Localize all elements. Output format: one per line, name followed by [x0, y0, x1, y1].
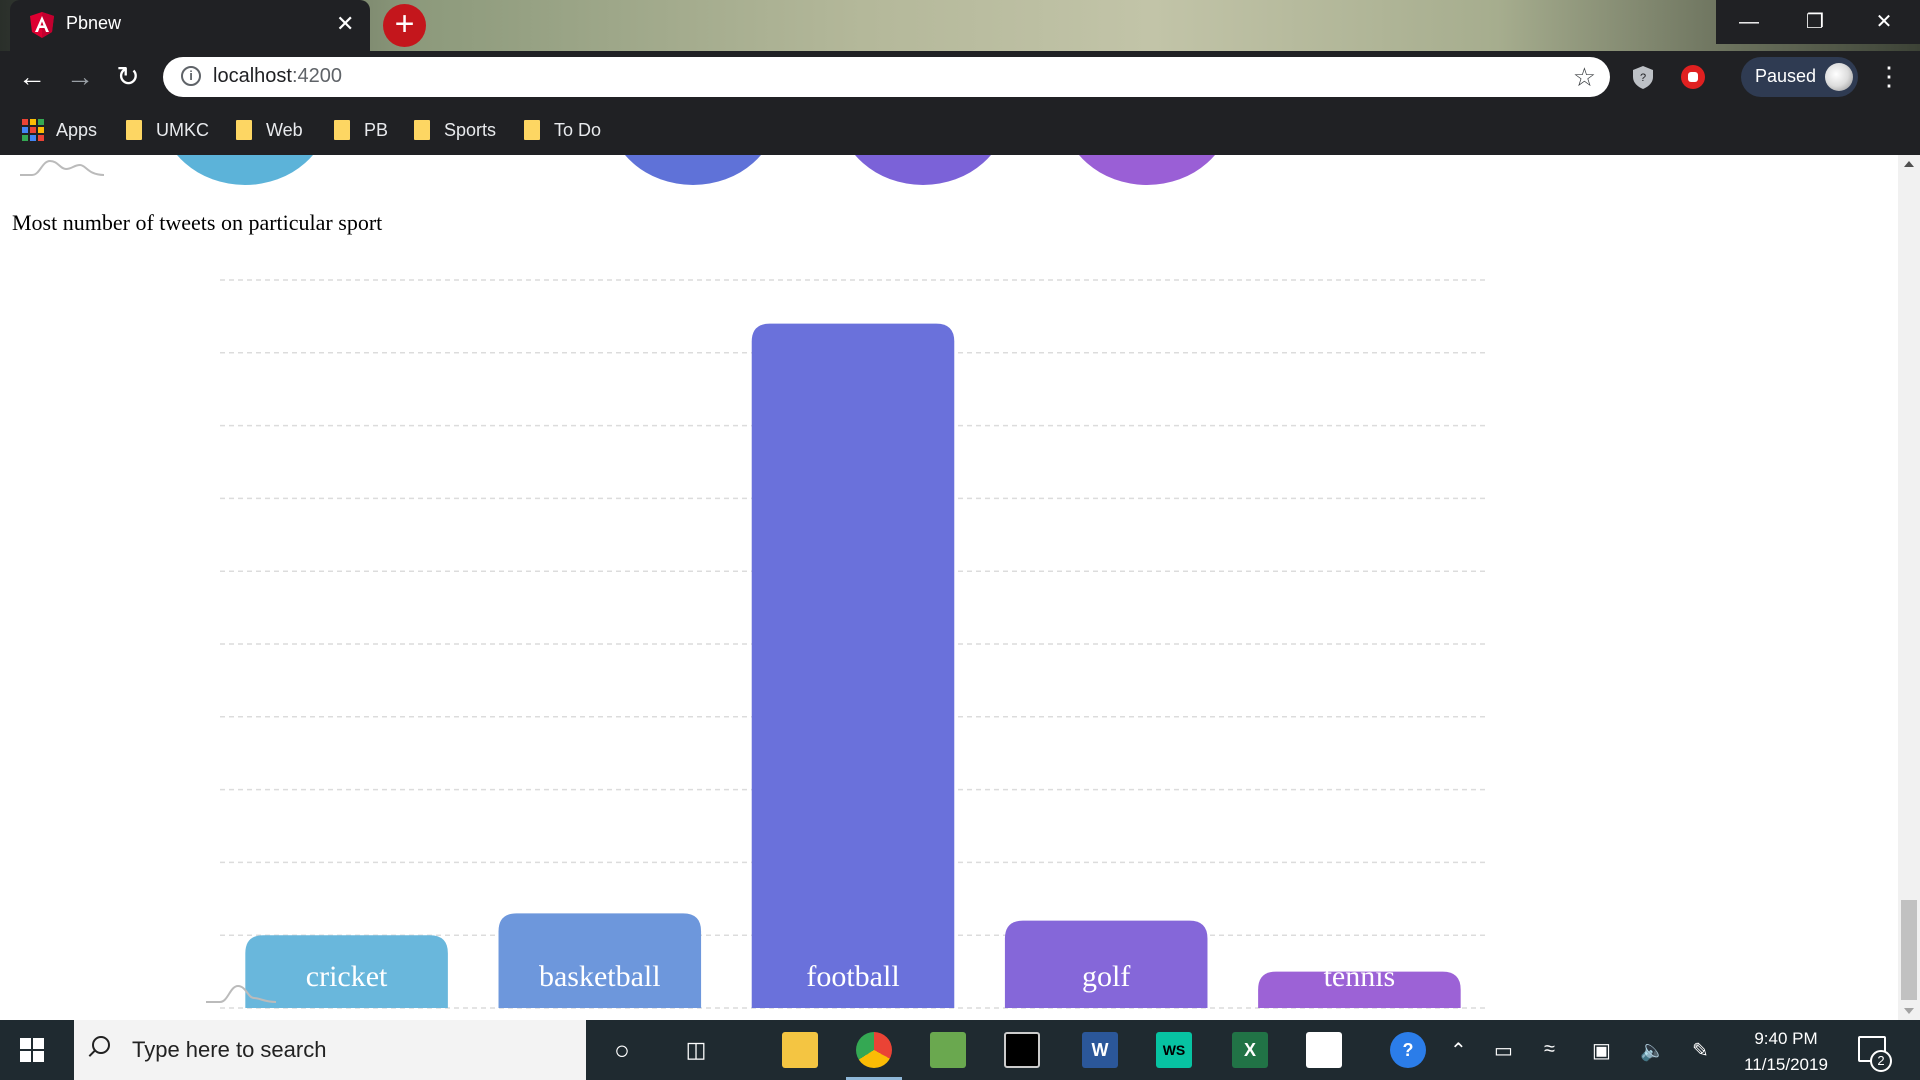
bar-label: cricket [306, 960, 388, 993]
page-scrollbar[interactable] [1898, 155, 1920, 1020]
meet-now-icon[interactable]: ▣ [1592, 1040, 1611, 1062]
folder-icon [334, 120, 350, 140]
search-icon [92, 1036, 110, 1054]
page-content: Most number of tweets on particular spor… [0, 155, 1898, 1020]
excel-icon[interactable]: X [1232, 1032, 1268, 1068]
file-explorer-icon[interactable] [782, 1032, 818, 1068]
shield-extension-icon[interactable]: ? [1630, 64, 1656, 90]
minimize-icon[interactable]: — [1716, 0, 1782, 44]
bookmark-pb[interactable]: PB [334, 117, 388, 143]
folder-icon [126, 120, 142, 140]
bookmark-apps[interactable]: Apps [22, 117, 97, 143]
reload-icon[interactable]: ↻ [116, 61, 140, 92]
previous-chart-sparkline-icon [20, 159, 104, 176]
forward-arrow-icon[interactable]: → [66, 61, 94, 92]
svg-text:?: ? [1640, 72, 1646, 84]
clock-date: 11/15/2019 [1744, 1055, 1828, 1074]
tab-close-icon[interactable]: ✕ [336, 11, 355, 36]
cortana-icon[interactable]: ○ [614, 1035, 630, 1065]
bar-basketball[interactable] [498, 913, 702, 1008]
apps-grid-icon [22, 119, 44, 141]
url-text[interactable]: localhost:4200 [213, 65, 342, 88]
active-app-indicator [846, 1077, 902, 1080]
bar-tennis[interactable] [1258, 971, 1461, 1008]
webstorm-icon[interactable]: WS [1156, 1032, 1192, 1068]
tray-chevron-icon[interactable]: ⌃ [1450, 1040, 1467, 1062]
bookmark-sports[interactable]: Sports [414, 117, 496, 143]
taskbar-clock[interactable]: 9:40 PM 11/15/2019 [1728, 1026, 1844, 1078]
bookmark-web[interactable]: Web [236, 117, 303, 143]
menu-dots-icon[interactable]: ⋮ [1876, 61, 1902, 91]
angular-icon [30, 12, 54, 38]
folder-icon [524, 120, 540, 140]
tab-title: Pbnew [66, 13, 122, 33]
url-host: localhost [213, 65, 292, 87]
bookmark-label: Web [266, 119, 303, 140]
chart-sparkline-icon [206, 984, 277, 1003]
folder-icon [414, 120, 430, 140]
bar-label: golf [1082, 960, 1130, 993]
bookmark-label: Apps [56, 119, 98, 140]
browser-toolbar: ← → ↻ i localhost:4200 ☆ ? Paused ⋮ Apps… [0, 51, 1920, 155]
profile-status: Paused [1755, 66, 1817, 86]
info-icon[interactable]: i [181, 66, 201, 86]
title-bar: Pbnew ✕ + — ❐ ✕ [0, 0, 1920, 51]
scroll-thumb[interactable] [1901, 900, 1917, 1000]
profile-button[interactable]: Paused [1741, 57, 1858, 97]
photos-icon[interactable] [1306, 1032, 1342, 1068]
windows-start-icon[interactable] [20, 1038, 44, 1062]
bookmark-label: UMKC [156, 119, 209, 140]
window-close-icon[interactable]: ✕ [1848, 0, 1920, 44]
bar-label: tennis [1324, 960, 1396, 993]
url-port: :4200 [291, 65, 342, 87]
address-bar[interactable]: i localhost:4200 ☆ [163, 57, 1610, 97]
help-icon[interactable]: ? [1390, 1032, 1426, 1068]
folder-icon [236, 120, 252, 140]
avatar [1825, 63, 1853, 91]
word-icon[interactable]: W [1082, 1032, 1118, 1068]
terminal-icon[interactable] [1004, 1032, 1040, 1068]
browser-tab[interactable]: Pbnew ✕ [10, 0, 370, 51]
bar-golf[interactable] [1004, 920, 1208, 1008]
battery-icon[interactable]: ▭ [1494, 1040, 1513, 1062]
bookmark-label: PB [364, 119, 389, 140]
wifi-icon[interactable]: ≈ [1544, 1038, 1555, 1060]
bookmarks-bar: Apps UMKC Web PB Sports To Do [0, 109, 1920, 149]
back-arrow-icon[interactable]: ← [18, 61, 46, 92]
bar-label: basketball [539, 960, 661, 993]
bookmark-todo[interactable]: To Do [524, 117, 601, 143]
bar-label: football [806, 960, 899, 993]
search-input[interactable]: Type here to search [132, 1037, 327, 1062]
bookmark-star-icon[interactable]: ☆ [1572, 62, 1596, 92]
bookmark-label: Sports [444, 119, 497, 140]
scroll-up-icon[interactable] [1904, 161, 1914, 167]
bar-chart: cricket basketball football golf tennis [206, 279, 1486, 1009]
scroll-down-icon[interactable] [1904, 1008, 1914, 1014]
image-editor-icon[interactable] [930, 1032, 966, 1068]
new-tab-button[interactable]: + [383, 4, 426, 47]
bookmark-label: To Do [554, 119, 602, 140]
restore-icon[interactable]: ❐ [1782, 0, 1848, 44]
notification-badge: 2 [1870, 1050, 1892, 1072]
chrome-icon[interactable] [856, 1032, 892, 1068]
taskbar-search[interactable]: Type here to search [74, 1020, 586, 1080]
stop-extension-icon[interactable] [1680, 64, 1706, 90]
section-title: Most number of tweets on particular spor… [12, 210, 383, 235]
bar-cricket[interactable] [245, 935, 448, 1008]
bookmark-umkc[interactable]: UMKC [126, 117, 209, 143]
task-view-icon[interactable]: ◫ [685, 1037, 707, 1062]
windows-taskbar: Type here to search ○ ◫ W WS X ? ⌃ ▭ ≈ ▣… [0, 1020, 1920, 1080]
clock-time: 9:40 PM [1754, 1029, 1818, 1048]
bar-football[interactable] [751, 323, 955, 1008]
pen-icon[interactable]: ✎ [1692, 1040, 1709, 1062]
volume-muted-icon[interactable]: 🔈 [1640, 1040, 1665, 1062]
